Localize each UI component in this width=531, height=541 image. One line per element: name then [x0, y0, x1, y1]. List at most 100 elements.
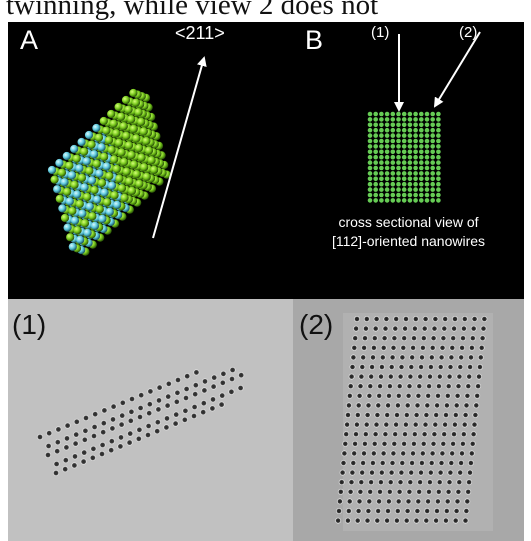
grid-atom: [396, 187, 401, 192]
cross-section-atoms: [367, 111, 441, 203]
atom-column: [377, 373, 385, 380]
grid-atom: [401, 187, 407, 192]
atom-column: [355, 507, 362, 515]
atom-column: [364, 517, 371, 524]
cyan-atom: [90, 150, 99, 159]
grid-atom: [424, 198, 430, 203]
atom-column: [438, 354, 445, 361]
atom-column: [451, 315, 459, 323]
atom-column: [391, 325, 399, 332]
atom-column: [399, 344, 407, 352]
grid-atom: [436, 160, 441, 165]
atom-column: [361, 440, 369, 448]
grid-atom: [407, 160, 413, 165]
grid-atom: [396, 138, 401, 144]
green-atom: [125, 177, 134, 186]
grid-atom: [379, 187, 384, 192]
atom-column: [146, 400, 154, 408]
atom-column: [474, 382, 482, 390]
grid-atom: [407, 165, 413, 171]
panel-2-simulated-image: (2): [293, 299, 524, 541]
atom-column: [458, 344, 466, 352]
atom-column: [448, 344, 456, 352]
atom-column: [427, 363, 435, 371]
atom-column: [385, 498, 393, 505]
atom-column: [448, 450, 456, 457]
grid-atom: [367, 154, 373, 160]
green-atom: [137, 117, 146, 126]
atom-column: [381, 334, 388, 342]
grid-atom: [367, 133, 373, 138]
grid-atom: [430, 171, 435, 176]
grid-atom: [407, 138, 413, 144]
grid-atom: [413, 192, 418, 198]
cyan-atom: [47, 165, 57, 175]
grid-atom: [390, 138, 396, 144]
atom-column: [462, 411, 469, 419]
grid-atom: [407, 171, 413, 176]
atom-column: [399, 354, 406, 361]
grid-atom: [419, 154, 424, 160]
atom-column: [370, 344, 378, 352]
atom-column: [378, 469, 386, 476]
atom-column: [45, 442, 53, 450]
atom-column: [344, 411, 352, 419]
atom-column: [336, 498, 344, 505]
green-atom: [68, 206, 77, 216]
atom-column: [162, 423, 170, 431]
atom-column: [359, 459, 367, 467]
atom-column: [419, 450, 427, 457]
atom-column: [464, 488, 472, 496]
description-line-2: [112]-oriented nanowires: [331, 233, 486, 249]
atom-column: [410, 440, 418, 448]
grid-atom: [373, 176, 378, 182]
grid-atom: [390, 127, 396, 133]
atom-column: [393, 517, 401, 524]
grid-atom: [367, 176, 373, 182]
green-atom: [140, 163, 149, 172]
grid-atom: [424, 127, 430, 133]
atom-column: [340, 459, 347, 467]
grid-atom: [390, 144, 396, 149]
atom-column: [440, 430, 448, 438]
cyan-atom: [95, 169, 104, 178]
atom-column: [350, 354, 357, 361]
atom-column: [378, 363, 386, 371]
grid-atom: [401, 138, 407, 144]
atom-column: [389, 459, 396, 467]
atom-column: [353, 315, 361, 323]
atom-column: [173, 389, 181, 397]
grid-atom: [373, 198, 378, 203]
panel-letter-b: B: [305, 25, 324, 55]
atom-column: [428, 459, 436, 467]
grid-atom: [436, 127, 441, 133]
atom-column-dots: [334, 315, 488, 524]
grid-atom: [436, 181, 441, 187]
grid-atom: [384, 171, 390, 176]
atom-column: [354, 517, 362, 524]
green-atom: [132, 170, 141, 179]
atom-column: [423, 507, 431, 515]
atom-column: [145, 409, 153, 417]
grid-atom: [396, 127, 401, 133]
grid-atom: [379, 117, 384, 122]
grid-atom: [390, 165, 396, 171]
atom-column: [192, 381, 200, 389]
grid-atom: [379, 144, 384, 149]
atom-column: [398, 469, 405, 476]
green-atom: [112, 129, 121, 138]
green-atom: [134, 143, 144, 153]
grid-atom: [407, 111, 413, 117]
grid-atom: [373, 138, 378, 144]
grid-atom: [390, 133, 396, 138]
atom-column: [392, 421, 400, 428]
green-atom: [137, 153, 146, 162]
atom-column: [370, 450, 378, 457]
green-atom: [80, 219, 90, 228]
grid-atom: [390, 192, 396, 198]
green-atom: [72, 154, 81, 163]
atom-column: [362, 430, 370, 438]
atom-column: [356, 392, 363, 400]
atom-column: [465, 373, 473, 380]
grid-atom: [401, 192, 407, 198]
